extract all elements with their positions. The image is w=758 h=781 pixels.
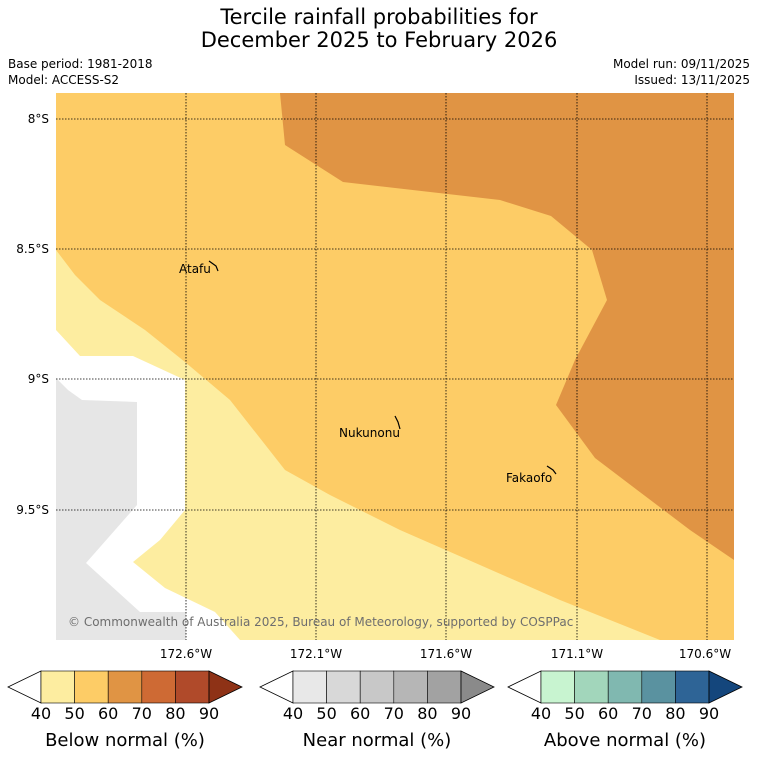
colorbar-0-tick-label: 70 (131, 704, 152, 723)
colorbar-1-tick-label: 40 (282, 704, 304, 723)
lat-label-9-5s: 9.5°S (16, 503, 49, 517)
colorbar-1-under-triangle (259, 670, 294, 704)
lon-label-171-6w: 171.6°W (419, 647, 473, 661)
colorbar-0-tick-label: 90 (198, 704, 220, 723)
nukunonu-atoll-shape (394, 415, 401, 430)
colorbar-0-tick-label: 40 (30, 704, 52, 723)
lon-label-172-6w: 172.6°W (159, 647, 213, 661)
colorbar-2-segment-2 (607, 670, 643, 704)
colorbar-2-tick-label: 40 (530, 704, 552, 723)
colorbar-1-segment-0 (292, 670, 327, 704)
atafu-atoll-shape (208, 260, 219, 272)
region-below-60-70 (280, 93, 734, 560)
colorbar-0-segment-4 (175, 670, 210, 704)
colorbar-1-tick-label: 90 (450, 704, 472, 723)
colorbar-2-under-triangle (507, 670, 542, 704)
region-below-40-50 (56, 250, 660, 640)
colorbar-1-tick-label: 60 (350, 704, 371, 723)
region-no-data (56, 378, 186, 640)
colorbar-1-segment-2 (359, 670, 395, 704)
lat-label-8-5s: 8.5°S (16, 242, 49, 256)
copyright-notice: © Commonwealth of Australia 2025, Bureau… (68, 615, 573, 629)
lat-label-9s: 9°S (27, 372, 49, 386)
chart-title-line2: December 2025 to February 2026 (200, 28, 558, 52)
grid-lines (56, 93, 734, 640)
place-label-fakaofo: Fakaofo (506, 471, 552, 485)
lon-label-172-1w: 172.1°W (289, 647, 343, 661)
issued-date: Issued: 13/11/2025 (634, 73, 750, 87)
colorbar-0-segment-0 (40, 670, 75, 704)
colorbar-0-over-triangle (208, 670, 243, 704)
colorbar-1-tick-label: 80 (417, 704, 438, 723)
colorbar-1-tick-label: 50 (316, 704, 337, 723)
colorbar-2-segment-1 (574, 670, 609, 704)
colorbar-0-tick-label: 60 (98, 704, 119, 723)
chart-title-line1: Tercile rainfall probabilities for (220, 5, 538, 29)
model-run-date: Model run: 09/11/2025 (612, 57, 750, 71)
lon-label-171-1w: 171.1°W (550, 647, 604, 661)
colorbar-2-title: Above normal (%) (543, 730, 707, 751)
lat-label-8s: 8°S (27, 112, 49, 126)
colorbar-0-tick-label: 50 (64, 704, 85, 723)
colorbar-0-segment-1 (74, 670, 109, 704)
colorbar-2-segment-4 (675, 670, 710, 704)
colorbar-2-segment-0 (540, 670, 575, 704)
colorbar-0-tick-label: 80 (165, 704, 186, 723)
colorbar-2-tick-label: 90 (698, 704, 720, 723)
lon-label-170-6w: 170.6°W (678, 647, 732, 661)
colorbar-1-over-triangle (460, 670, 495, 704)
place-label-atafu: Atafu (179, 262, 211, 276)
colorbar-1-tick-label: 70 (383, 704, 404, 723)
colorbar-2-tick-label: 60 (598, 704, 619, 723)
base-period: Base period: 1981-2018 (8, 57, 153, 71)
place-label-nukunonu: Nukunonu (339, 426, 400, 440)
colorbars (7, 670, 743, 704)
colorbar-0-title: Below normal (%) (45, 730, 205, 751)
colorbar-0-under-triangle (7, 670, 42, 704)
colorbar-0-segment-2 (107, 670, 143, 704)
model-name: Model: ACCESS-S2 (8, 73, 120, 87)
colorbar-2-tick-label: 70 (631, 704, 652, 723)
colorbar-2-tick-label: 80 (665, 704, 686, 723)
colorbar-0-segment-3 (141, 670, 176, 704)
fakaofo-atoll-shape (546, 465, 557, 475)
colorbar-1-title: Near normal (%) (302, 730, 452, 751)
colorbar-2-over-triangle (708, 670, 743, 704)
colorbar-1-segment-1 (326, 670, 361, 704)
colorbar-1-segment-3 (393, 670, 428, 704)
colorbar-1-segment-4 (427, 670, 462, 704)
colorbar-2-tick-label: 50 (564, 704, 585, 723)
colorbar-2-segment-3 (641, 670, 676, 704)
